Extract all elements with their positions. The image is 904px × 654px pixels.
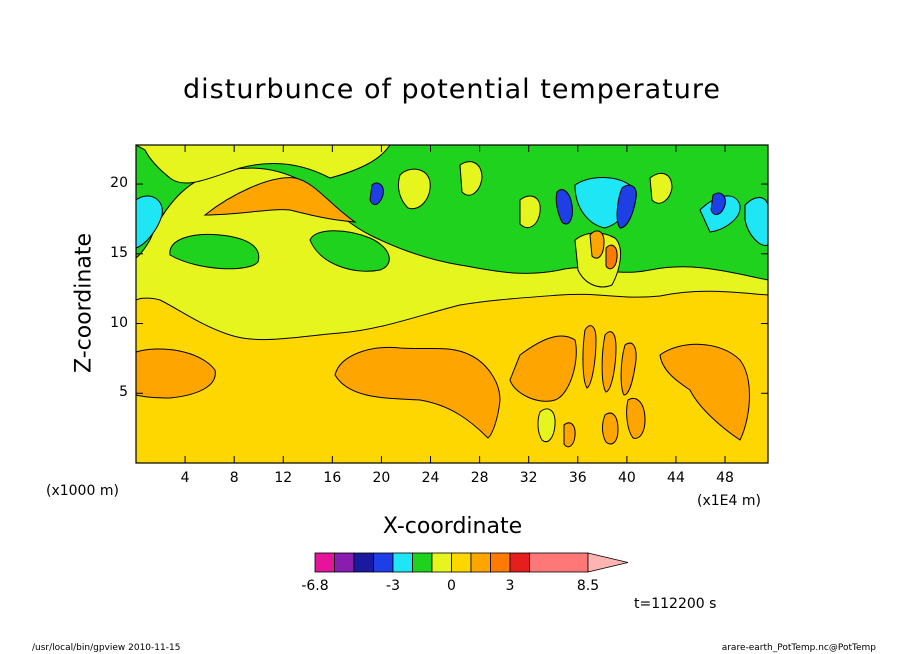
x-tick-label: 16: [323, 470, 342, 486]
x-tick-label: 40: [617, 470, 636, 486]
region-yellow-blob-3: [519, 195, 541, 228]
region-column-warm-7: [602, 412, 619, 445]
region-strong-cool-3: [369, 182, 384, 206]
x-tick-label: 20: [372, 470, 391, 486]
region-strong-cool-1: [555, 189, 573, 225]
x-unit-right: (x1E4 m): [697, 493, 761, 509]
y-axis-label: Z-coordinate: [71, 233, 97, 373]
x-tick-marks: [184, 145, 726, 463]
colorbar-tick-label: 3: [505, 578, 515, 594]
x-tick-label: 36: [568, 470, 587, 486]
region-warm-far-right: [659, 343, 750, 441]
x-tick-label: 12: [274, 470, 293, 486]
region-green-blob-right: [309, 230, 390, 272]
x-tick-label: 44: [667, 470, 685, 486]
region-warm-center: [334, 346, 501, 439]
x-tick-label: 8: [229, 470, 239, 486]
colorbar-swatch: [412, 552, 433, 573]
region-yellow-blob-1: [397, 168, 431, 210]
x-tick-label: 32: [519, 470, 538, 486]
colorbar-swatch: [373, 552, 394, 573]
y-tick-marks: [136, 183, 768, 394]
colorbar-swatch: [470, 552, 491, 573]
colorbar-swatch: [490, 552, 511, 573]
region-cool-left: [136, 195, 163, 249]
colorbar-tick-label: 0: [447, 578, 456, 594]
colorbar-swatch: [509, 552, 530, 573]
time-label: t=112200 s: [634, 596, 717, 612]
plot-frame: [135, 144, 769, 464]
colorbar-tick-label: -6.8: [301, 578, 329, 594]
chart-title: disturbunce of potential temperature: [183, 74, 721, 105]
colorbar-swatch: [451, 552, 472, 573]
colorbar-swatch: [353, 552, 374, 573]
x-axis-label: X-coordinate: [382, 514, 523, 539]
region-column-yellow-low: [537, 408, 556, 443]
region-yellow-blob-4: [649, 172, 673, 204]
region-column-warm-6: [626, 397, 646, 439]
colorbar-over-arrow: [587, 552, 629, 573]
region-column-warm-1: [589, 230, 605, 259]
region-upper-yellow-dome: [136, 145, 391, 184]
colorbar-swatch: [314, 552, 335, 573]
region-yellow-blob-2: [459, 161, 483, 196]
region-column-warm-5: [620, 342, 637, 396]
region-strong-cool-4: [710, 192, 726, 216]
colorbar-swatch: [529, 552, 589, 573]
region-upper-warm-band: [203, 177, 357, 223]
contour-field: [136, 145, 768, 463]
x-tick-label: 28: [470, 470, 489, 486]
x-tick-label: 4: [180, 470, 190, 486]
colorbar-swatch: [431, 552, 452, 573]
region-strong-cool-2: [616, 184, 637, 229]
footer-right: arare-earth_PotTemp.nc@PotTemp: [721, 643, 876, 653]
colorbar-tick-label: 8.5: [576, 578, 600, 594]
region-column-warm-4: [601, 331, 617, 393]
region-warm-right: [509, 335, 577, 402]
region-green-blob-left: [169, 233, 260, 270]
x-unit-left: (x1000 m): [46, 483, 119, 499]
y-tick-label: 10: [110, 314, 128, 331]
region-cool-right-2: [744, 197, 768, 246]
region-column-warm-3: [582, 325, 597, 389]
footer-left: /usr/local/bin/gpview 2010-11-15: [32, 643, 181, 653]
y-tick-label: 20: [110, 175, 128, 192]
y-tick-label: 5: [119, 384, 128, 401]
region-warm-left: [136, 348, 216, 399]
x-tick-label: 24: [421, 470, 440, 486]
x-tick-label: 48: [716, 470, 734, 486]
colorbar-swatch: [334, 552, 355, 573]
colorbar-tick-label: -3: [386, 578, 400, 594]
colorbar: [314, 552, 629, 573]
region-column-warm-low: [563, 422, 576, 448]
region-column-warm-2: [605, 244, 618, 270]
colorbar-swatch: [392, 552, 413, 573]
y-tick-label: 15: [110, 244, 128, 261]
